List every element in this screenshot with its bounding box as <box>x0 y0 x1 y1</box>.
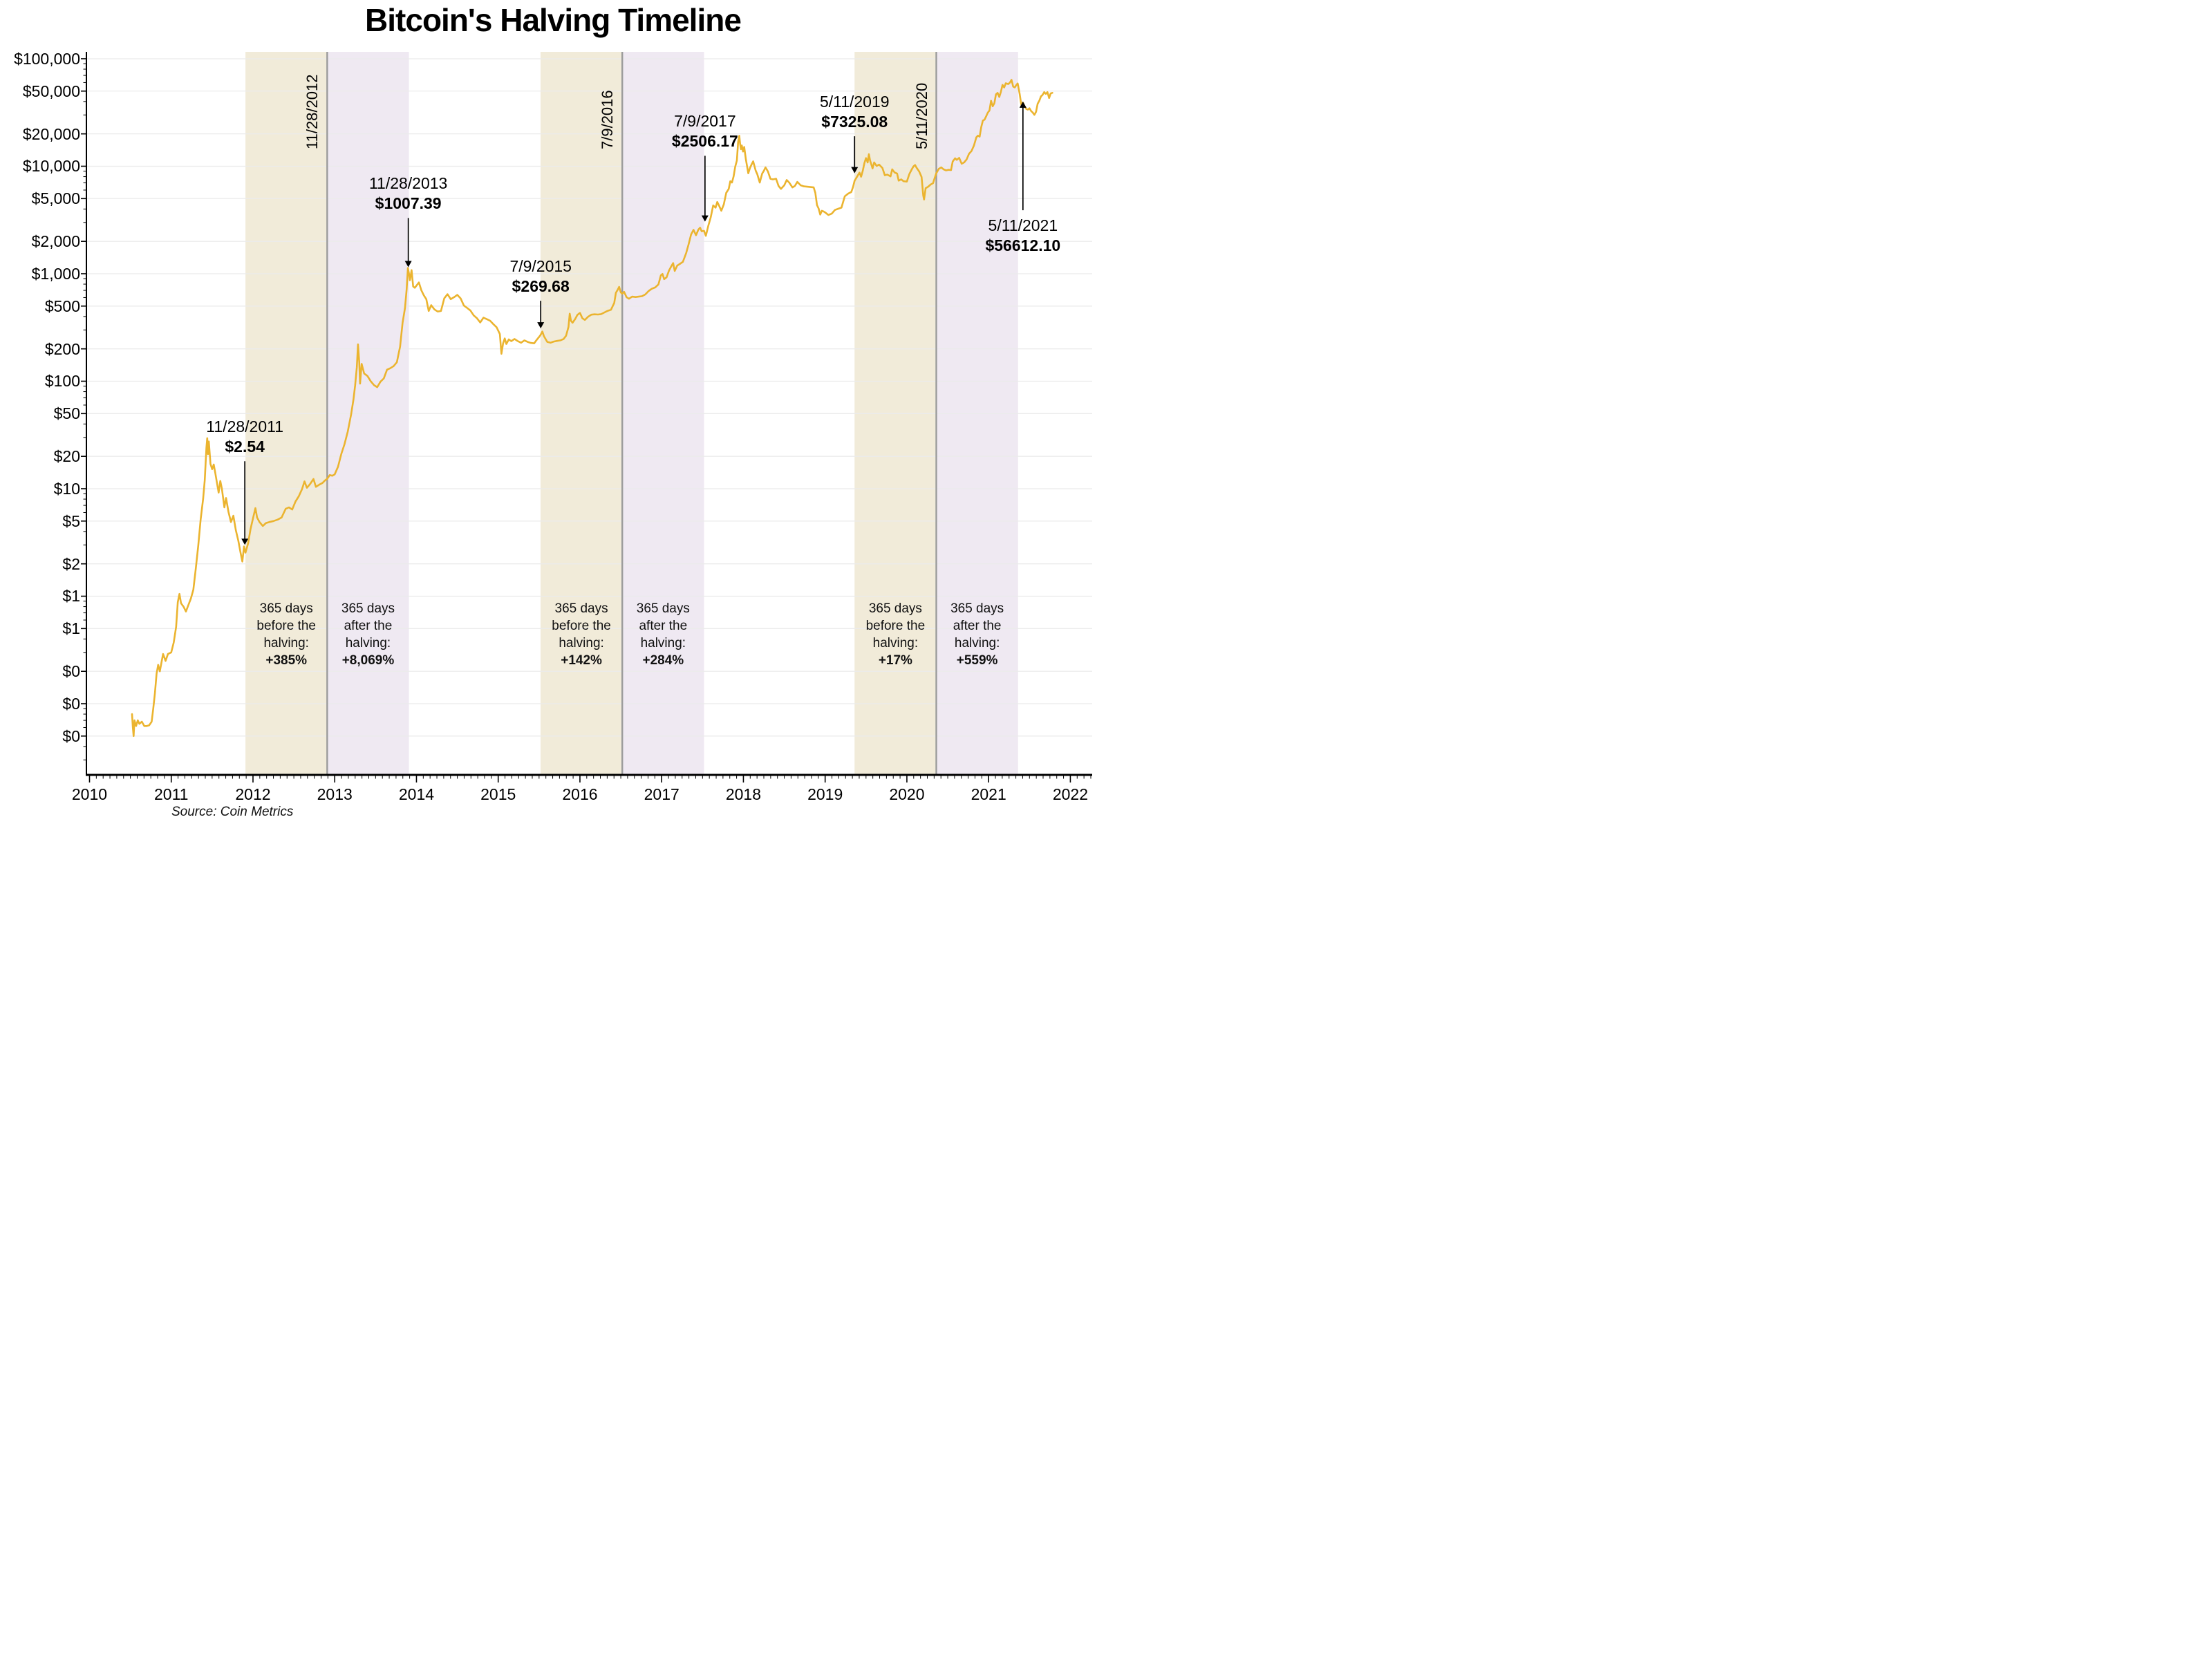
halving-date-label: 7/9/2016 <box>599 90 617 149</box>
y-tick-label: $500 <box>44 297 80 315</box>
arrow-head-down-icon <box>537 322 545 329</box>
price-annotation: 5/11/2021 $56612.10 <box>950 216 1096 256</box>
plot-area <box>81 52 1092 782</box>
y-tick-label: $1 <box>62 587 80 606</box>
y-tick-label: $20 <box>53 447 80 466</box>
y-tick-label: $2 <box>62 554 80 573</box>
price-annotation: 11/28/2013 $1007.39 <box>336 174 481 214</box>
band-caption-before: 365 days before the halving: +17% <box>865 601 926 668</box>
x-tick-label: 2014 <box>398 785 435 803</box>
price-line <box>131 79 1053 738</box>
x-tick-label: 2021 <box>971 785 1006 803</box>
annotation-price: $269.68 <box>512 277 570 296</box>
y-tick-label: $200 <box>44 339 80 358</box>
y-tick-label: $100 <box>44 372 80 391</box>
band-caption-after: 365 days after the halving: +559% <box>950 601 1004 668</box>
price-annotation: 7/9/2015 $269.68 <box>468 256 613 297</box>
band-caption-after: 365 days after the halving: +8,069% <box>341 601 395 668</box>
y-tick-label: $50,000 <box>22 82 80 100</box>
y-tick-label: $50 <box>53 404 80 423</box>
annotation-price: $2506.17 <box>671 132 738 151</box>
x-tick-label: 2018 <box>725 785 762 803</box>
y-tick-label: $5 <box>62 512 80 530</box>
arrow-head-down-icon <box>851 167 859 174</box>
y-tick-label: $10 <box>53 479 80 498</box>
y-tick-label: $0 <box>62 695 80 713</box>
x-tick-label: 2017 <box>644 785 679 803</box>
arrow-head-down-icon <box>241 538 249 545</box>
annotation-date: 11/28/2011 <box>206 418 283 436</box>
y-tick-label: $100,000 <box>14 49 80 68</box>
y-tick-label: $20,000 <box>22 124 80 143</box>
price-annotation: 7/9/2017 $2506.17 <box>632 111 778 151</box>
halving-date-label: 11/28/2012 <box>303 74 321 149</box>
band-caption-before: 365 days before the halving: +142% <box>552 601 611 668</box>
x-tick-label: 2015 <box>480 785 516 803</box>
x-tick-label: 2020 <box>889 785 925 803</box>
annotation-date: 5/11/2021 <box>988 216 1058 235</box>
annotation-date: 7/9/2015 <box>509 257 572 276</box>
y-tick-label: $0 <box>62 662 80 681</box>
y-tick-label: $10,000 <box>22 157 80 176</box>
annotation-date: 11/28/2013 <box>368 174 448 193</box>
arrow-head-down-icon <box>701 215 709 222</box>
price-annotation: 5/11/2019 $7325.08 <box>782 92 927 132</box>
y-tick-label: $1,000 <box>31 264 80 283</box>
band-caption-after: 365 days after the halving: +284% <box>636 601 690 668</box>
arrow-head-up-icon <box>1019 101 1027 108</box>
source-caption: Source: Coin Metrics <box>171 805 294 819</box>
y-tick-label: $2,000 <box>31 232 80 251</box>
x-tick-label: 2022 <box>1052 785 1088 803</box>
x-tick-label: 2019 <box>807 785 843 803</box>
annotation-price: $1007.39 <box>375 194 442 213</box>
x-tick-label: 2013 <box>317 785 353 803</box>
band-caption-before: 365 days before the halving: +385% <box>256 601 316 668</box>
price-annotation: 11/28/2011 $2.54 <box>172 417 317 457</box>
x-tick-label: 2011 <box>154 785 189 803</box>
annotation-price: $2.54 <box>225 438 265 456</box>
y-tick-label: $0 <box>62 727 80 745</box>
x-tick-label: 2016 <box>562 785 598 803</box>
annotation-price: $7325.08 <box>821 113 888 131</box>
y-tick-label: $5,000 <box>31 189 80 208</box>
arrow-head-down-icon <box>404 261 412 268</box>
y-tick-label: $1 <box>62 619 80 638</box>
page-title: Bitcoin's Halving Timeline <box>365 2 742 38</box>
annotation-date: 7/9/2017 <box>674 112 736 131</box>
x-tick-label: 2010 <box>71 785 108 803</box>
bitcoin-halving-chart: Bitcoin's Halving Timeline $100,000 $50,0… <box>0 0 1106 830</box>
annotation-price: $56612.10 <box>985 236 1061 255</box>
annotation-date: 5/11/2019 <box>819 93 890 111</box>
x-tick-label: 2012 <box>235 785 271 803</box>
